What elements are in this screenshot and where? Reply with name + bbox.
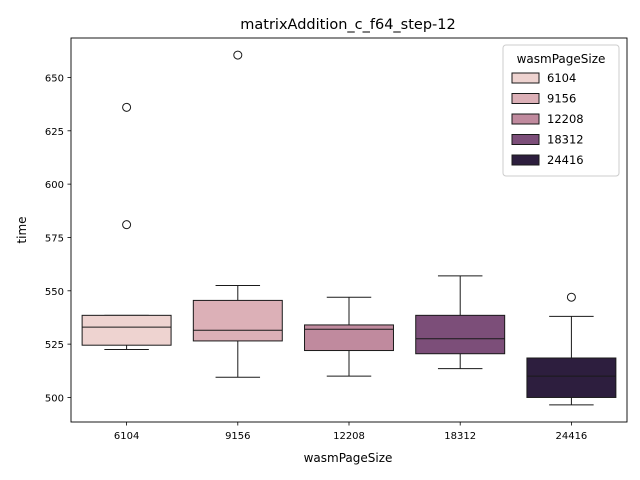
legend-title: wasmPageSize	[517, 52, 606, 66]
box-24416	[526, 357, 617, 398]
legend-swatch	[511, 134, 540, 145]
legend-swatch	[511, 154, 540, 166]
x-tick-label: 6104	[114, 431, 139, 442]
outlier-point	[122, 102, 132, 112]
y-tick-label: 600	[45, 180, 64, 191]
legend-entry: 24416	[547, 153, 584, 167]
box-6104	[81, 314, 172, 346]
y-tick-label: 625	[45, 127, 64, 138]
y-tick-label: 525	[45, 340, 64, 351]
outlier-point	[233, 50, 243, 60]
legend-entry: 12208	[547, 112, 584, 126]
box-9156	[192, 299, 283, 342]
y-axis-label: time	[15, 216, 29, 243]
legend-swatch	[511, 93, 540, 104]
y-tick-label: 550	[45, 287, 64, 298]
chart-title: matrixAddition_c_f64_step-12	[240, 17, 455, 33]
y-tick-label: 650	[45, 73, 64, 84]
x-tick-label: 18312	[444, 431, 476, 442]
legend-entry: 18312	[547, 133, 584, 147]
legend-entry: 9156	[547, 92, 576, 106]
x-axis-label: wasmPageSize	[304, 451, 393, 465]
x-tick-label: 9156	[225, 431, 250, 442]
legend-swatch	[511, 72, 540, 84]
y-axis: 500 525 550 575 600 625 650	[45, 73, 71, 404]
legend: wasmPageSize 6104 9156 12208 18312 24416	[502, 44, 620, 177]
y-tick-label: 575	[45, 233, 64, 244]
y-tick-label: 500	[45, 393, 64, 404]
x-tick-label: 12208	[333, 431, 365, 442]
outlier-point	[122, 220, 132, 230]
legend-entry: 6104	[547, 71, 576, 85]
outlier-point	[566, 292, 576, 302]
x-tick-label: 24416	[555, 431, 587, 442]
plot-area	[81, 50, 617, 406]
x-axis: 6104 9156 12208 18312 24416	[114, 422, 587, 442]
box-18312	[415, 314, 506, 355]
legend-swatch	[511, 113, 540, 125]
